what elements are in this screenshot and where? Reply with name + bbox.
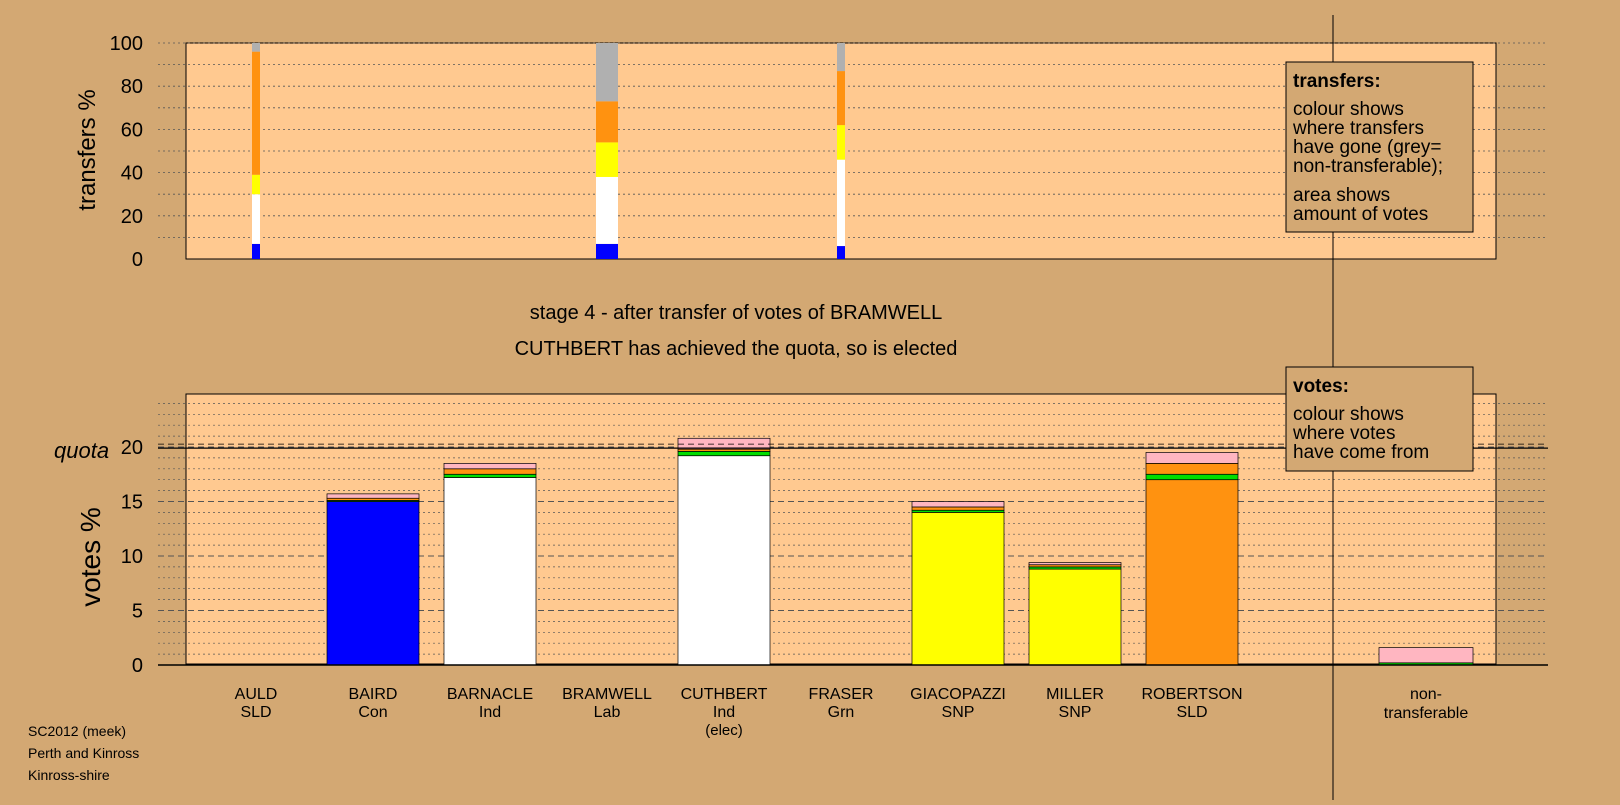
transfer-segment-fraser <box>837 159 845 247</box>
candidate-party: Con <box>358 704 387 721</box>
candidate-name: MILLER <box>1046 686 1104 703</box>
footer: SC2012 (meek) Perth and Kinross Kinross-… <box>28 723 139 783</box>
nontransferable-label: transferable <box>1384 705 1469 722</box>
vote-segment-baird <box>326 501 420 666</box>
candidate-party: Ind <box>479 704 501 721</box>
transfers-y-axis-label: transfers % <box>74 89 101 210</box>
footer-line: Kinross-shire <box>28 767 110 783</box>
votes-tick-label: 20 <box>121 437 143 459</box>
votes-bars <box>326 437 1474 666</box>
vote-segment-robertson <box>1145 479 1239 666</box>
candidate-name: CUTHBERT <box>681 686 768 703</box>
vote-segment-cuthbert <box>677 455 771 666</box>
votes-tick-label: 0 <box>132 655 143 677</box>
transfer-segment-bramwell <box>596 43 618 102</box>
transfer-segment-auld <box>252 174 260 195</box>
transfers-legend-line: where transfers <box>1292 118 1424 139</box>
transfer-segment-auld <box>252 43 260 52</box>
votes-legend-line: have come from <box>1293 442 1429 463</box>
votes-legend-line: where votes <box>1292 423 1395 444</box>
candidate-party: Lab <box>594 704 621 721</box>
transfers-legend-line: have gone (grey= <box>1293 137 1441 158</box>
vote-segment-cuthbert <box>677 451 771 457</box>
votes-legend: votes: colour shows where votes have com… <box>1285 366 1474 472</box>
transfer-segment-auld <box>252 194 260 244</box>
vote-segment-giacopazzi <box>911 501 1005 508</box>
candidate-party: SLD <box>240 704 271 721</box>
vote-segment-barnacle <box>443 468 537 475</box>
candidate-party: SNP <box>1059 704 1092 721</box>
votes-tick-label: 10 <box>121 546 143 568</box>
candidate-name: FRASER <box>809 686 874 703</box>
votes-tick-label: 5 <box>132 601 143 623</box>
transfer-segment-bramwell <box>596 176 618 244</box>
vote-segment-barnacle <box>443 477 537 666</box>
transfer-segment-auld <box>252 243 260 259</box>
stage-title: stage 4 - after transfer of votes of BRA… <box>530 302 942 324</box>
candidate-party: Ind <box>713 704 735 721</box>
transfer-segment-auld <box>252 51 260 175</box>
candidate-name: BAIRD <box>349 686 398 703</box>
transfers-legend-title: transfers: <box>1293 71 1381 92</box>
vote-segment-giacopazzi <box>911 506 1005 511</box>
transfers-gridlines <box>158 42 1548 238</box>
candidate-name: AULD <box>235 686 278 703</box>
candidate-name: BRAMWELL <box>562 686 652 703</box>
transfer-segment-fraser <box>837 125 845 160</box>
votes-y-ticks: 0 5 10 15 20 <box>121 437 143 677</box>
candidate-elected-note: (elec) <box>705 722 743 739</box>
transfers-legend: transfers: colour shows where transfers … <box>1285 61 1474 233</box>
vote-segment-baird <box>326 493 420 499</box>
vote-segment-robertson <box>1145 473 1239 481</box>
transfer-segment-fraser <box>837 43 845 72</box>
transfer-segment-fraser <box>837 71 845 126</box>
votes-legend-title: votes: <box>1293 376 1349 397</box>
transfer-segment-bramwell <box>596 142 618 177</box>
candidate-name: ROBERTSON <box>1141 686 1242 703</box>
candidate-party: SNP <box>942 704 975 721</box>
transfers-legend-line: non-transferable); <box>1293 156 1443 177</box>
candidate-name: BARNACLE <box>447 686 533 703</box>
candidate-labels: AULDSLDBAIRDConBARNACLEIndBRAMWELLLabCUT… <box>235 686 1469 739</box>
transfers-y-ticks: 0 20 40 60 80 100 <box>110 33 143 271</box>
transfers-tick-label: 20 <box>121 206 143 228</box>
votes-legend-line: colour shows <box>1293 404 1404 425</box>
footer-line: SC2012 (meek) <box>28 723 126 739</box>
transfer-segment-bramwell <box>596 243 618 259</box>
vote-segment-miller <box>1028 562 1122 566</box>
nontransferable-label: non- <box>1410 686 1442 703</box>
vote-segment-barnacle <box>443 463 537 470</box>
votes-y-axis-label: votes % <box>75 507 106 607</box>
transfer-segment-bramwell <box>596 101 618 143</box>
transfers-tick-label: 40 <box>121 163 143 185</box>
transfers-tick-label: 80 <box>121 76 143 98</box>
transfers-legend-line: area shows <box>1293 185 1390 206</box>
vote-segment-giacopazzi <box>911 512 1005 666</box>
footer-line: Perth and Kinross <box>28 745 139 761</box>
transfer-segment-fraser <box>837 246 845 259</box>
candidate-name: GIACOPAZZI <box>910 686 1006 703</box>
transfers-bars <box>252 43 845 259</box>
vote-segment-non-transferable <box>1378 647 1474 664</box>
candidate-party: SLD <box>1176 704 1207 721</box>
vote-segment-miller <box>1028 568 1122 666</box>
vote-segment-barnacle <box>443 473 537 478</box>
transfers-tick-label: 100 <box>110 33 143 55</box>
transfers-chart: 0 20 40 60 80 100 transfers % <box>74 33 1548 271</box>
quota-label: quota <box>54 438 109 463</box>
votes-tick-label: 15 <box>121 492 143 514</box>
candidate-party: Grn <box>828 704 855 721</box>
vote-segment-robertson <box>1145 452 1239 464</box>
transfers-legend-line: amount of votes <box>1293 204 1428 225</box>
stage-subtitle: CUTHBERT has achieved the quota, so is e… <box>515 338 958 360</box>
transfers-legend-line: colour shows <box>1293 99 1404 120</box>
vote-segment-robertson <box>1145 463 1239 475</box>
transfers-tick-label: 60 <box>121 119 143 141</box>
transfers-tick-label: 0 <box>132 249 143 271</box>
